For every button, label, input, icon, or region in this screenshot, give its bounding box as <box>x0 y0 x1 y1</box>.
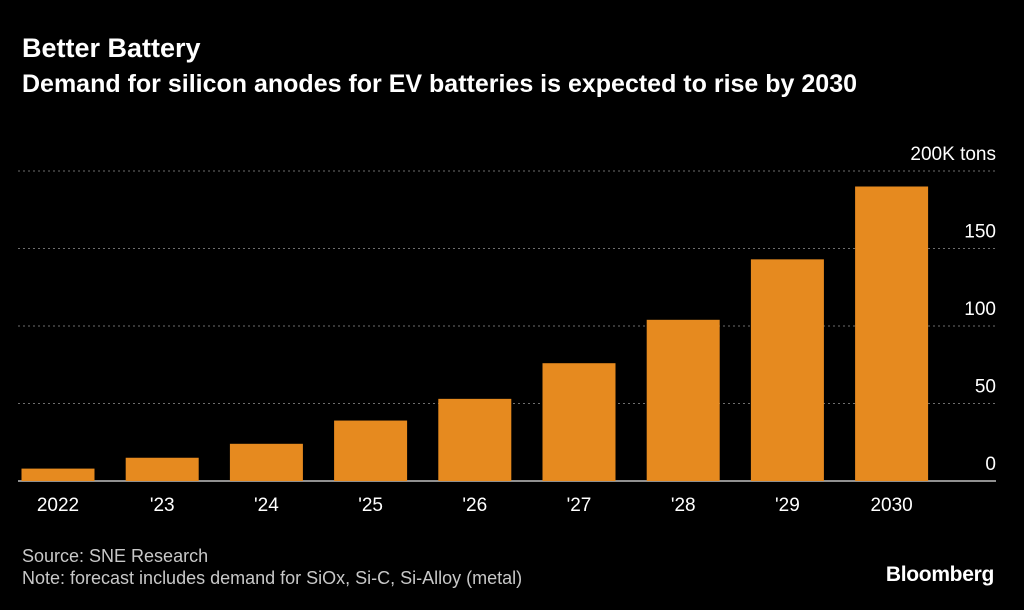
bars <box>21 186 929 481</box>
bar <box>438 398 512 481</box>
y-tick-label: 150 <box>964 222 996 243</box>
y-tick-label: 100 <box>964 299 996 320</box>
source-note: Source: SNE Research <box>22 546 209 566</box>
x-tick-label: '28 <box>671 495 696 516</box>
x-tick-label: '23 <box>150 495 175 516</box>
bar <box>229 443 303 481</box>
bar <box>750 259 824 481</box>
bar <box>334 420 408 481</box>
x-tick-label: '26 <box>462 495 487 516</box>
y-tick-label: 0 <box>985 454 996 475</box>
x-tick-label: 2022 <box>37 495 79 516</box>
bar-chart: 0 50 100 150 200K tons 2022 '23 '24 '25 '26 '27 '2… <box>18 144 996 516</box>
x-tick-label: 2030 <box>870 495 912 516</box>
chart-title: Better Battery <box>22 33 201 63</box>
x-tick-label: '24 <box>254 495 279 516</box>
chart-footer: Source: SNE Research Note: forecast incl… <box>22 545 522 589</box>
bar <box>646 319 720 481</box>
forecast-note: Note: forecast includes demand for SiOx,… <box>22 568 523 588</box>
chart-subtitle: Demand for silicon anodes for EV batteri… <box>22 70 858 98</box>
x-tick-label: '27 <box>567 495 592 516</box>
x-tick-label: '25 <box>358 495 383 516</box>
y-axis-ticks: 0 50 100 150 200K tons <box>910 144 996 475</box>
bar <box>855 186 929 481</box>
bar <box>125 457 199 481</box>
bar <box>21 468 95 481</box>
y-tick-label: 200K tons <box>910 144 996 165</box>
bar <box>542 363 616 481</box>
bloomberg-logo: Bloomberg <box>885 563 994 586</box>
x-axis-ticks: 2022 '23 '24 '25 '26 '27 '28 '29 2030 <box>37 495 913 516</box>
y-tick-label: 50 <box>975 377 996 398</box>
x-tick-label: '29 <box>775 495 800 516</box>
